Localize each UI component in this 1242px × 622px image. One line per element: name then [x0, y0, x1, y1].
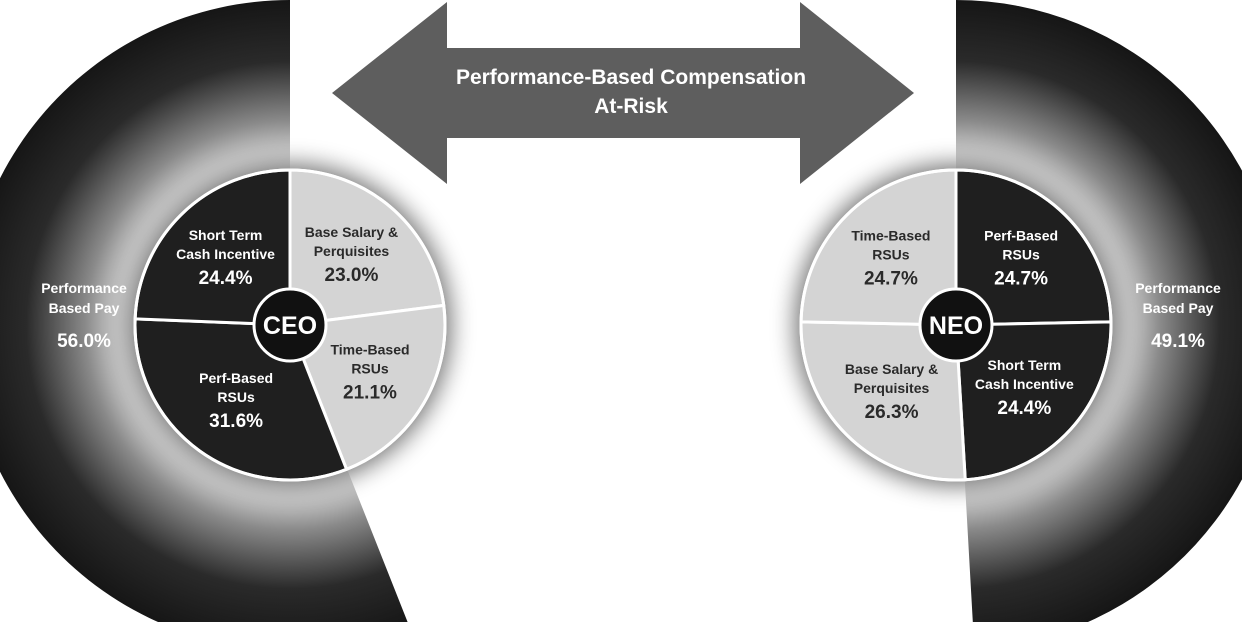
slice-value-label: 24.7%	[864, 269, 918, 290]
neo-pie-chart: Perf-Based RSUs 24.7% Short Term Cash Incent…	[795, 0, 1242, 622]
slice-label-line: Perf-Based	[199, 370, 273, 386]
ring-value-label: 49.1%	[1151, 331, 1205, 352]
slice-label-3: Perf-Based RSUs 31.6%	[199, 370, 273, 432]
slice-label-line: Time-Based	[851, 228, 930, 244]
slice-value-label: 23.0%	[325, 265, 379, 286]
banner-title-line1: Performance-Based Compensation	[456, 66, 806, 89]
slice-label-line: Cash Incentive	[975, 376, 1074, 392]
slice-value-label: 26.3%	[865, 402, 919, 423]
slice-label-line: RSUs	[1002, 247, 1040, 263]
slice-label-1: Perf-Based RSUs 24.7%	[984, 228, 1058, 290]
slice-label-line: Perquisites	[854, 380, 930, 396]
pie-outline	[133, 168, 447, 482]
slice-label-line: Short Term	[988, 357, 1062, 373]
ring-value-label: 56.0%	[57, 331, 111, 352]
slice-label-line: Perquisites	[314, 243, 390, 259]
slice-label-line: RSUs	[217, 389, 255, 405]
performance-ring	[0, 0, 408, 622]
ceo-pie-chart: Base Salary & Perquisites 23.0% Time-Based R…	[0, 0, 451, 622]
slice-label-line: Time-Based	[330, 341, 409, 357]
center-label: NEO	[929, 312, 983, 340]
slice-value-label: 21.1%	[343, 382, 397, 403]
slice-value-label: 31.6%	[209, 411, 263, 432]
ring-label-line: Performance	[41, 280, 127, 296]
banner-title-line2: At-Risk	[594, 95, 668, 118]
ring-label-line: Based Pay	[1143, 300, 1214, 316]
slice-label-line: Base Salary &	[845, 361, 938, 377]
slice-label-line: Perf-Based	[984, 228, 1058, 244]
slice-label-4: Time-Based RSUs 24.7%	[851, 228, 930, 290]
center-badge	[918, 287, 994, 363]
ring-label-line: Based Pay	[49, 300, 120, 316]
center-label: CEO	[263, 312, 317, 340]
slice-label-line: Cash Incentive	[176, 246, 275, 262]
slice-label-line: RSUs	[351, 360, 389, 376]
slice-label-line: Short Term	[189, 227, 263, 243]
performance-ring-label: Performance Based Pay 49.1%	[1135, 280, 1221, 352]
center-badge	[252, 287, 328, 363]
ring-label-line: Performance	[1135, 280, 1221, 296]
slice-value-label: 24.4%	[997, 398, 1051, 419]
pie-outline	[799, 168, 1113, 482]
slice-value-label: 24.7%	[994, 269, 1048, 290]
banner-arrow: Performance-Based Compensation At-Risk	[332, 2, 914, 184]
slice-label-2: Short Term Cash Incentive 24.4%	[975, 357, 1074, 419]
slice-label-line: RSUs	[872, 247, 910, 263]
slice-label-line: Base Salary &	[305, 224, 398, 240]
slice-label-3: Base Salary & Perquisites 26.3%	[845, 361, 938, 423]
performance-ring-label: Performance Based Pay 56.0%	[41, 280, 127, 352]
slice-label-1: Base Salary & Perquisites 23.0%	[305, 224, 398, 286]
slice-value-label: 24.4%	[199, 268, 253, 289]
slice-label-2: Time-Based RSUs 21.1%	[330, 341, 409, 403]
slice-label-4: Short Term Cash Incentive 24.4%	[176, 227, 275, 289]
